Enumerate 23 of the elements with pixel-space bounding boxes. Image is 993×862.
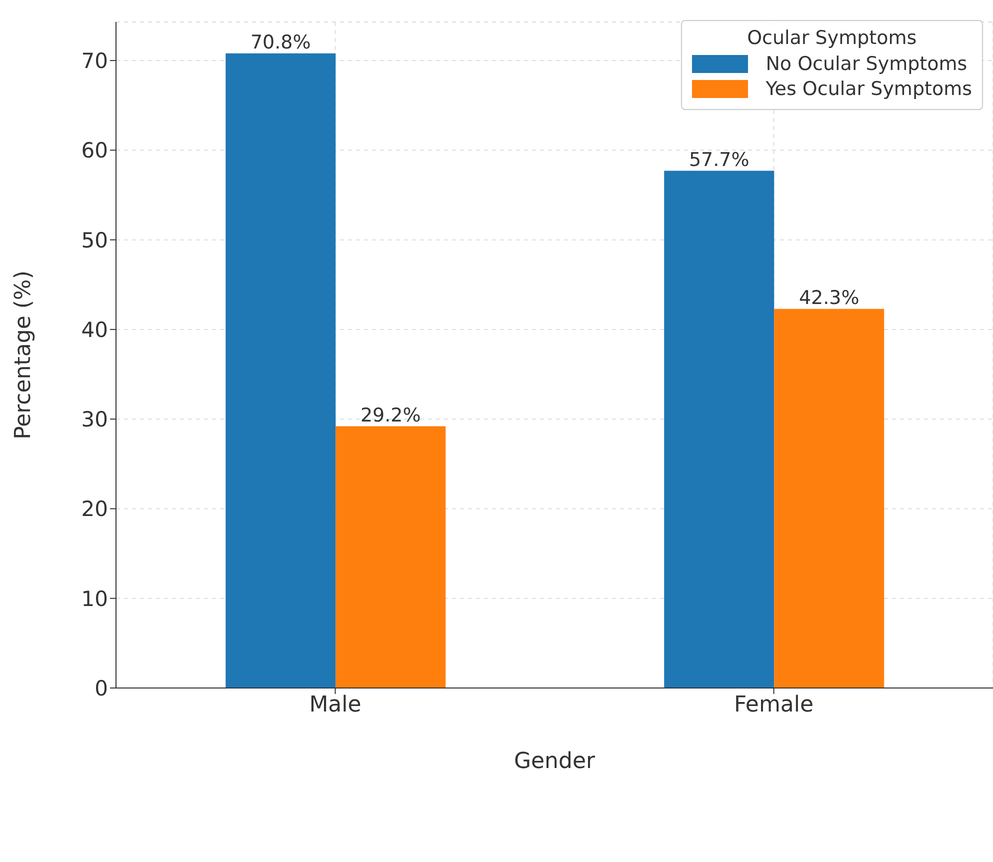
x-tick-label: Female xyxy=(734,692,814,718)
data-label: 57.7% xyxy=(688,148,750,171)
y-axis-title: Percentage (%) xyxy=(10,270,36,440)
y-tick-label: 10 xyxy=(81,586,108,611)
y-tick-label: 50 xyxy=(81,228,108,252)
data-label: 70.8% xyxy=(250,31,311,54)
y-tick-label: 40 xyxy=(81,318,108,342)
bar xyxy=(226,53,336,688)
y-tick-label: 20 xyxy=(81,497,108,522)
data-label: 29.2% xyxy=(360,404,421,426)
legend-title: Ocular Symptoms xyxy=(746,27,918,49)
y-tick-label: 30 xyxy=(81,408,108,432)
x-axis-title: Gender xyxy=(514,749,596,774)
y-tick-label: 0 xyxy=(94,676,108,700)
bar xyxy=(664,170,774,688)
data-label: 42.3% xyxy=(798,286,860,309)
legend-label: Yes Ocular Symptoms xyxy=(766,78,972,100)
x-tick-label: Male xyxy=(309,692,362,718)
bar xyxy=(774,308,884,688)
y-tick-label: 60 xyxy=(81,138,108,163)
bar xyxy=(336,426,446,688)
legend-label: No Ocular Symptoms xyxy=(766,53,968,75)
y-tick-label: 70 xyxy=(81,49,108,73)
